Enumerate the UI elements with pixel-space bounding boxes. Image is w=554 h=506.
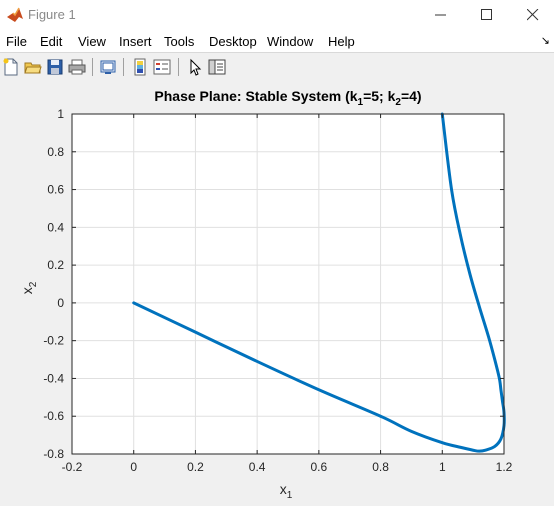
chart-title: Phase Plane: Stable System (k1=5; k2=4): [154, 88, 421, 108]
maximize-icon: [481, 9, 492, 20]
edit-plot-arrow-icon[interactable]: [186, 58, 204, 76]
axes-box: [71, 113, 505, 455]
menu-file[interactable]: File: [6, 34, 27, 49]
x-tick-label: 0.6: [311, 460, 328, 474]
x-tick-label: 0.4: [249, 460, 266, 474]
title-part: Phase Plane: Stable System (k: [154, 88, 357, 104]
open-file-icon[interactable]: [24, 58, 42, 76]
menu-bar: File Edit View Insert Tools Desktop Wind…: [0, 30, 554, 52]
minimize-icon: [435, 14, 446, 16]
legend-icon[interactable]: [153, 58, 171, 76]
title-sub-2: 2: [395, 97, 401, 108]
y-axis-label: x2: [19, 281, 39, 294]
y-tick-label: -0.2: [43, 334, 64, 348]
link-plot-icon[interactable]: [99, 58, 117, 76]
minimize-button[interactable]: [418, 0, 464, 30]
figure-toolbar: [0, 52, 554, 83]
menu-window[interactable]: Window: [267, 34, 314, 49]
y-tick-label: -0.4: [43, 371, 64, 385]
menu-edit[interactable]: Edit: [40, 34, 63, 49]
title-part: =5; k: [363, 88, 396, 104]
toolbar-separator: [92, 58, 93, 76]
window-titlebar: Figure 1: [0, 0, 554, 30]
menu-help[interactable]: Help: [328, 34, 355, 49]
x-axis-label: x1: [280, 481, 293, 501]
y-tick-label: 0.2: [47, 258, 64, 272]
x-tick-label: 0: [130, 460, 137, 474]
y-tick-label: 0.8: [47, 145, 64, 159]
x-tick-label: -0.2: [62, 460, 83, 474]
title-sub-1: 1: [358, 97, 364, 108]
menu-insert[interactable]: Insert: [119, 34, 152, 49]
trajectory-line: [132, 112, 506, 453]
y-tick-label: 0: [57, 296, 64, 310]
property-inspector-icon[interactable]: [208, 58, 226, 76]
menu-desktop[interactable]: Desktop: [209, 34, 257, 49]
toolbar-dock-arrow[interactable]: ↘: [540, 35, 550, 47]
figure-canvas: -0.2 0 0.2 0.4 0.6 0.8 1 1.2 -0.8 -0.6 -0.4 -0.2 0 0.…: [0, 82, 554, 501]
maximize-button[interactable]: [464, 0, 510, 30]
toolbar-separator: [123, 58, 124, 76]
y-tick-label: 1: [57, 107, 64, 121]
window-title: Figure 1: [28, 7, 76, 22]
x-tick-label: 0.8: [372, 460, 389, 474]
y-tick-label: 0.6: [47, 183, 64, 197]
colorbar-icon[interactable]: [131, 58, 149, 76]
menu-tools[interactable]: Tools: [164, 34, 195, 49]
matlab-icon: [7, 7, 23, 22]
phase-plane-chart: -0.2 0 0.2 0.4 0.6 0.8 1 1.2 -0.8 -0.6 -0.4 -0.2 0 0.…: [19, 88, 513, 501]
y-tick-label: -0.6: [43, 409, 64, 423]
y-tick-label: -0.8: [43, 447, 64, 461]
x-tick-label: 1: [439, 460, 446, 474]
axes-background: [72, 114, 504, 454]
x-tick-label: 0.2: [187, 460, 204, 474]
axis-ticks: -0.2 0 0.2 0.4 0.6 0.8 1 1.2 -0.8 -0.6 -0.4 -0.2 0 0.…: [43, 107, 512, 474]
new-figure-icon[interactable]: [2, 58, 20, 76]
plot-lines: [132, 112, 506, 453]
close-button[interactable]: [510, 0, 554, 30]
x-tick-label: 1.2: [496, 460, 513, 474]
y-tick-label: 0.4: [47, 220, 64, 234]
title-part: =4): [401, 88, 422, 104]
menu-view[interactable]: View: [78, 34, 106, 49]
save-icon[interactable]: [46, 58, 64, 76]
close-icon: [527, 9, 539, 21]
print-icon[interactable]: [68, 58, 86, 76]
toolbar-separator: [178, 58, 179, 76]
